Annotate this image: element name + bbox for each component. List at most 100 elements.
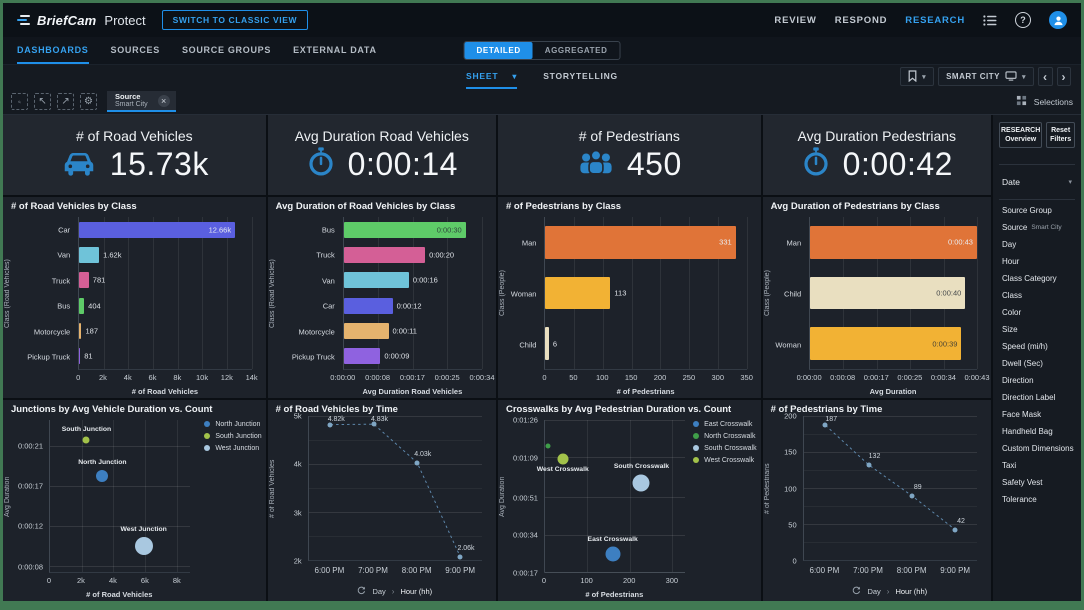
legend-item-south-junction[interactable]: South Junction: [204, 430, 262, 442]
bar-van[interactable]: [79, 246, 100, 264]
bar-child[interactable]: [545, 327, 549, 360]
data-point[interactable]: [822, 422, 828, 428]
bar-man[interactable]: 331: [545, 226, 736, 259]
point-south-crosswalk[interactable]: [632, 474, 650, 492]
filter-item-custom-dimensions[interactable]: Custom Dimensions: [1001, 444, 1074, 454]
toggle-aggregated[interactable]: AGGREGATED: [533, 42, 620, 59]
chart-junctions-scatter[interactable]: Junctions by Avg Vehicle Duration vs. Co…: [3, 400, 266, 601]
filter-item-direction-label[interactable]: Direction Label: [1001, 393, 1056, 403]
nav-review[interactable]: REVIEW: [774, 14, 817, 26]
bar-bus[interactable]: [79, 297, 85, 314]
filter-item-color[interactable]: Color: [1001, 308, 1022, 318]
filter-item-day[interactable]: Day: [1001, 240, 1017, 250]
data-point[interactable]: [327, 422, 333, 428]
tab-sheet[interactable]: SHEET ▾: [466, 65, 518, 89]
filter-item-direction[interactable]: Direction: [1001, 376, 1034, 386]
point-north-junction[interactable]: [96, 470, 109, 483]
prev-sheet-button[interactable]: ‹: [1038, 67, 1053, 86]
bar-woman[interactable]: [545, 276, 611, 310]
reset-filters-button[interactable]: Reset Filters: [1046, 122, 1075, 149]
filter-item-safety-vest[interactable]: Safety Vest: [1001, 478, 1043, 488]
filter-item-speed-mi-h[interactable]: Speed (mi/h): [1001, 342, 1048, 352]
user-avatar[interactable]: [1049, 11, 1067, 29]
chart-pedestrians-by-class[interactable]: # of Pedestrians by Class 331 113 6 Class (P…: [497, 197, 761, 398]
filter-item-taxi[interactable]: Taxi: [1001, 461, 1017, 471]
bar-truck[interactable]: [343, 246, 426, 264]
data-point[interactable]: [457, 554, 463, 560]
chart-avg-duration-pedestrians-by-class[interactable]: Avg Duration of Pedestrians by Class 0:00…: [762, 197, 991, 398]
selections-button[interactable]: Selections: [1016, 89, 1073, 114]
data-point[interactable]: [909, 493, 915, 499]
line-series: [330, 423, 461, 558]
filter-item-size[interactable]: Size: [1001, 325, 1018, 335]
bar-man[interactable]: 0:00:43: [810, 226, 977, 259]
bar-car[interactable]: 12.66k: [79, 221, 236, 238]
chart-crosswalks-scatter[interactable]: Crosswalks by Avg Pedestrian Duration vs…: [497, 400, 761, 601]
bar-child[interactable]: 0:00:40: [810, 276, 966, 310]
legend-item-north-crosswalk[interactable]: North Crosswalk: [693, 430, 757, 442]
drill-cycle-icon[interactable]: [852, 586, 861, 597]
chart-road-vehicles-by-class[interactable]: # of Road Vehicles by Class 12.66k 1.62k 78…: [3, 197, 266, 398]
nav-research[interactable]: RESEARCH: [905, 14, 965, 26]
filter-item-hour[interactable]: Hour: [1001, 257, 1020, 267]
chart-road-vehicles-by-time[interactable]: # of Road Vehicles by Time 4.82k 4.83k 4.03…: [267, 400, 496, 601]
data-point[interactable]: [952, 527, 958, 533]
filter-item-source[interactable]: Source Smart City: [1001, 223, 1062, 233]
bar-pickup-truck[interactable]: [79, 348, 81, 365]
bar-pickup-truck[interactable]: [343, 348, 381, 365]
data-point[interactable]: [866, 462, 871, 468]
toggle-detailed[interactable]: DETAILED: [464, 42, 533, 59]
research-overview-button[interactable]: RESEARCH Overview: [998, 122, 1043, 149]
nav-respond[interactable]: RESPOND: [834, 14, 888, 26]
point-north-crosswalk[interactable]: [545, 443, 551, 449]
tab-sources[interactable]: SOURCES: [110, 44, 160, 55]
legend-item-south-crosswalk[interactable]: South Crosswalk: [693, 442, 757, 454]
drill-group-label[interactable]: Day: [867, 587, 881, 596]
source-filter-chip[interactable]: Source Smart City ×: [107, 91, 176, 112]
filter-item-class[interactable]: Class: [1001, 291, 1022, 301]
chart-avg-duration-road-vehicles-by-class[interactable]: Avg Duration of Road Vehicles by Class 0:…: [267, 197, 496, 398]
legend-item-north-junction[interactable]: North Junction: [204, 418, 261, 430]
date-filter-dropdown[interactable]: Date ▾: [998, 164, 1075, 201]
data-point[interactable]: [414, 460, 420, 466]
step-back-icon[interactable]: ↖: [34, 93, 51, 110]
drill-cycle-icon[interactable]: [357, 586, 366, 597]
bar-motorcycle[interactable]: [79, 322, 82, 340]
legend-item-west-junction[interactable]: West Junction: [204, 442, 261, 454]
tab-dashboards[interactable]: DASHBOARDS: [17, 37, 89, 64]
filter-item-tolerance[interactable]: Tolerance: [1001, 495, 1037, 505]
tab-external-data[interactable]: EXTERNAL DATA: [293, 44, 377, 55]
drill-group-label[interactable]: Day: [372, 587, 386, 596]
filter-item-dwell-sec[interactable]: Dwell (Sec): [1001, 359, 1043, 369]
point-east-crosswalk[interactable]: [605, 546, 621, 562]
filter-item-handheld-bag[interactable]: Handheld Bag: [1001, 427, 1053, 437]
legend-item-west-crosswalk[interactable]: West Crosswalk: [693, 454, 757, 466]
point-west-crosswalk[interactable]: [557, 453, 569, 465]
tab-source-groups[interactable]: SOURCE GROUPS: [181, 44, 272, 55]
help-icon[interactable]: ?: [1015, 12, 1031, 28]
point-west-junction[interactable]: [134, 537, 153, 556]
task-queue-icon[interactable]: [983, 14, 997, 26]
tab-storytelling[interactable]: STORYTELLING: [543, 71, 618, 81]
switch-to-classic-view-button[interactable]: SWITCH TO CLASSIC VIEW: [161, 10, 309, 30]
next-sheet-button[interactable]: ›: [1056, 67, 1071, 86]
point-south-junction[interactable]: [82, 436, 90, 444]
legend-item-east-crosswalk[interactable]: East Crosswalk: [693, 418, 757, 430]
bar-van[interactable]: [343, 272, 409, 289]
step-forward-icon[interactable]: ↗: [57, 93, 74, 110]
filter-item-source-group[interactable]: Source Group: [1001, 206, 1052, 216]
bookmarks-button[interactable]: ▾: [900, 67, 935, 86]
selection-settings-icon[interactable]: ⚙: [80, 93, 97, 110]
chip-close-icon[interactable]: ×: [157, 95, 170, 107]
bar-woman[interactable]: 0:00:39: [810, 327, 962, 360]
bar-car[interactable]: [343, 297, 393, 314]
chart-pedestrians-by-time[interactable]: # of Pedestrians by Time 187 132 89 42 # of P…: [762, 400, 991, 601]
filter-item-face-mask[interactable]: Face Mask: [1001, 410, 1042, 420]
bar-bus[interactable]: 0:00:30: [343, 221, 466, 238]
data-point[interactable]: [371, 421, 376, 427]
filter-item-class-category[interactable]: Class Category: [1001, 274, 1057, 284]
bar-truck[interactable]: [79, 272, 89, 289]
dashboard-selector[interactable]: SMART CITY ▾: [938, 67, 1034, 86]
smart-search-icon[interactable]: [11, 93, 28, 110]
bar-motorcycle[interactable]: [343, 322, 389, 340]
